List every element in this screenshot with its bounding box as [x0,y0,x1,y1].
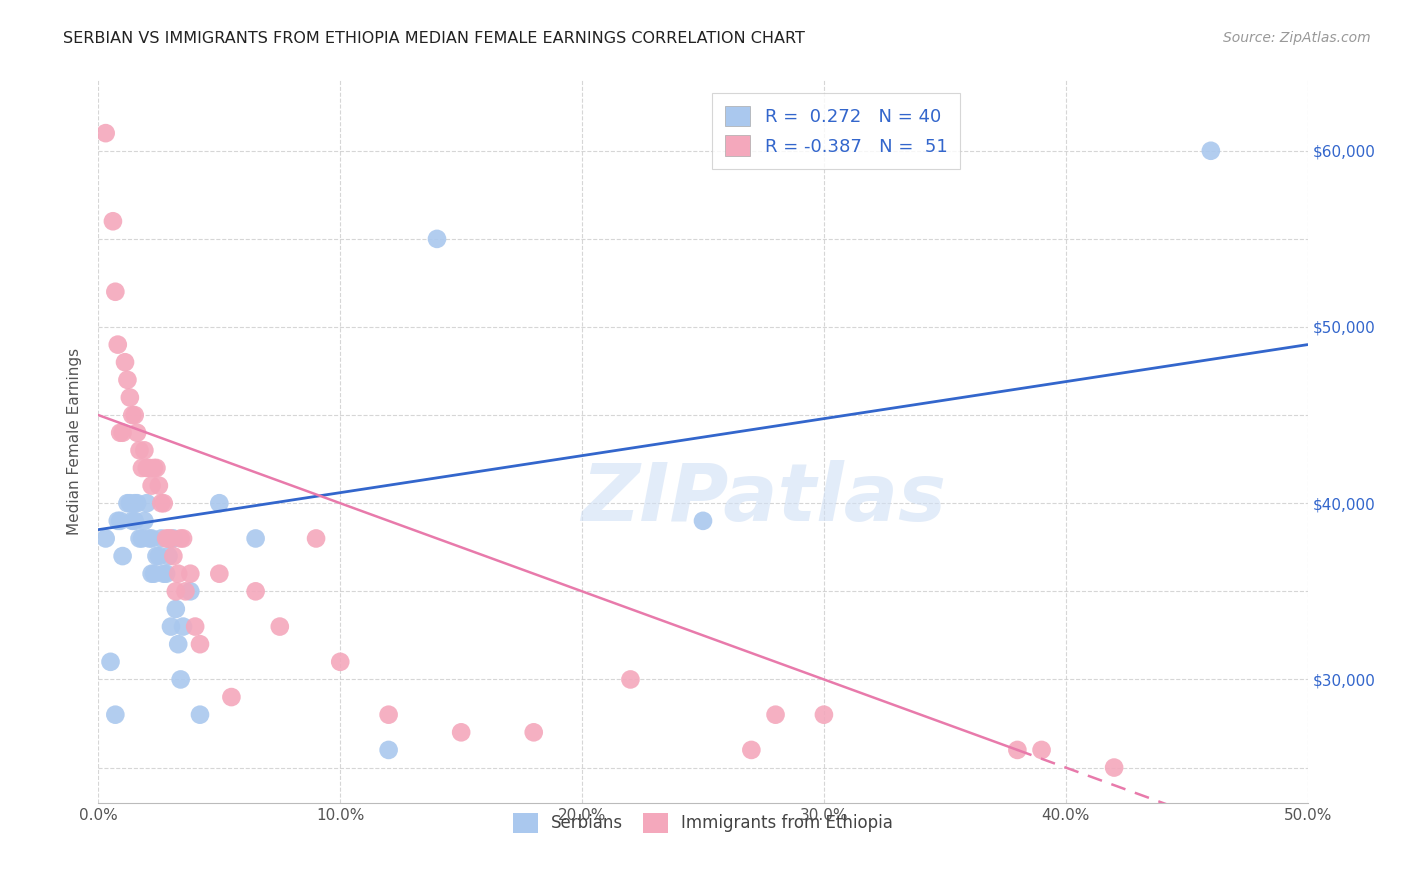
Point [108,425,131,440]
Point [188,637,211,651]
Point [138,532,160,546]
Legend: Serbians, Immigrants from Ethiopia: Serbians, Immigrants from Ethiopia [505,805,901,841]
Point [124,496,146,510]
Point [165,584,187,599]
Point [426,232,449,246]
Point [184,619,207,633]
Point [117,496,139,510]
Point [118,496,141,510]
Point [135,461,157,475]
Point [104,707,127,722]
Point [221,690,243,704]
Point [131,532,153,546]
Point [141,478,163,492]
Point [148,549,170,563]
Point [740,743,762,757]
Point [127,425,149,440]
Point [150,496,173,510]
Point [107,337,129,351]
Point [101,214,124,228]
Point [162,532,184,546]
Point [148,478,170,492]
Point [179,566,201,581]
Point [107,514,129,528]
Point [143,461,166,475]
Point [1031,743,1053,757]
Point [162,549,184,563]
Point [104,285,127,299]
Point [155,532,177,546]
Point [208,566,231,581]
Point [128,532,150,546]
Point [165,602,187,616]
Text: SERBIAN VS IMMIGRANTS FROM ETHIOPIA MEDIAN FEMALE EARNINGS CORRELATION CHART: SERBIAN VS IMMIGRANTS FROM ETHIOPIA MEDI… [63,31,806,46]
Point [121,514,143,528]
Point [157,549,180,563]
Point [1102,760,1125,774]
Point [157,532,180,546]
Point [167,566,190,581]
Point [150,532,173,546]
Point [121,408,143,422]
Point [145,461,167,475]
Point [134,443,156,458]
Point [172,532,194,546]
Point [94,126,117,140]
Point [269,619,291,633]
Point [179,584,201,599]
Point [141,532,163,546]
Point [245,532,267,546]
Point [692,514,714,528]
Point [813,707,835,722]
Point [1199,144,1222,158]
Point [305,532,328,546]
Point [160,619,183,633]
Point [128,443,150,458]
Point [172,619,194,633]
Point [765,707,787,722]
Text: ZIPatlas: ZIPatlas [581,460,946,539]
Point [152,496,174,510]
Point [169,673,191,687]
Text: Source: ZipAtlas.com: Source: ZipAtlas.com [1223,31,1371,45]
Point [143,566,166,581]
Point [1007,743,1029,757]
Point [155,566,177,581]
Point [111,549,134,563]
Point [208,496,231,510]
Point [152,566,174,581]
Point [377,707,399,722]
Point [160,532,183,546]
Point [114,355,136,369]
Point [619,673,641,687]
Point [117,373,139,387]
Point [174,584,197,599]
Point [329,655,352,669]
Point [135,496,157,510]
Point [100,655,122,669]
Point [127,496,149,510]
Point [134,514,156,528]
Point [124,408,146,422]
Point [167,637,190,651]
Point [94,532,117,546]
Point [118,391,141,405]
Point [377,743,399,757]
Point [169,532,191,546]
Point [450,725,472,739]
Point [245,584,267,599]
Point [141,566,163,581]
Point [131,461,153,475]
Y-axis label: Median Female Earnings: Median Female Earnings [67,348,83,535]
Point [138,461,160,475]
Point [108,514,131,528]
Point [124,514,146,528]
Point [145,549,167,563]
Point [188,707,211,722]
Point [111,425,134,440]
Point [523,725,546,739]
